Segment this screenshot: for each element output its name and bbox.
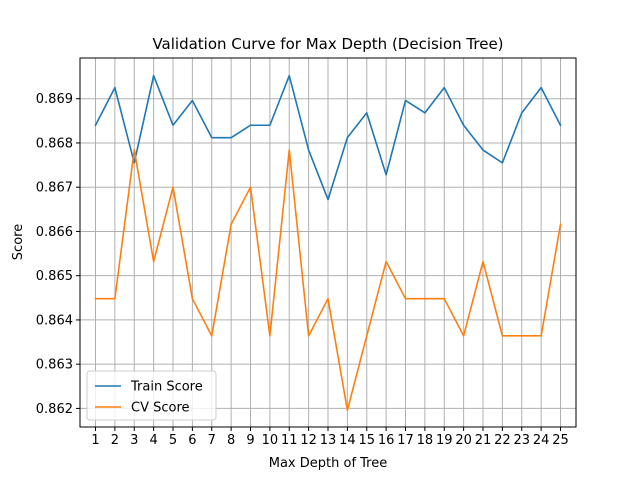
x-tick-label: 25: [552, 433, 569, 448]
y-tick-label: 0.869: [36, 92, 73, 107]
x-tick-label: 13: [320, 433, 337, 448]
x-tick-label: 21: [475, 433, 492, 448]
y-tick-label: 0.866: [36, 225, 73, 240]
chart-title: Validation Curve for Max Depth (Decision…: [152, 35, 503, 53]
y-tick-label: 0.868: [36, 136, 73, 151]
x-tick-label: 1: [91, 433, 99, 448]
x-tick-label: 9: [246, 433, 254, 448]
x-axis: 1 2 3 4 5 6 7 8 9 10 11 12 13 14 15 16 17 18 19 20 21 22 23 24 2…: [91, 427, 569, 448]
x-tick-label: 10: [262, 433, 279, 448]
y-axis-label: Score: [11, 224, 26, 260]
y-tick-label: 0.864: [36, 313, 73, 328]
grid: [80, 58, 576, 427]
series-line-train-score: [94, 74, 562, 201]
x-tick-label: 23: [513, 433, 530, 448]
x-tick-label: 19: [436, 433, 453, 448]
x-tick-label: 2: [111, 433, 119, 448]
x-tick-label: 16: [378, 433, 395, 448]
y-tick-label: 0.862: [36, 402, 73, 417]
x-tick-label: 8: [227, 433, 235, 448]
x-tick-label: 12: [300, 433, 317, 448]
x-tick-label: 20: [455, 433, 472, 448]
x-tick-label: 6: [188, 433, 196, 448]
legend-label: CV Score: [131, 401, 190, 416]
x-tick-label: 18: [417, 433, 434, 448]
x-tick-label: 15: [358, 433, 375, 448]
x-tick-label: 7: [208, 433, 216, 448]
x-tick-label: 14: [339, 433, 356, 448]
x-tick-label: 22: [494, 433, 511, 448]
x-tick-label: 17: [397, 433, 414, 448]
series-layer: [94, 74, 562, 411]
x-tick-label: 3: [130, 433, 138, 448]
series-line-cv-score: [94, 149, 562, 411]
y-tick-label: 0.867: [36, 181, 73, 196]
y-axis: 0.862 0.863 0.864 0.865 0.866 0.867 0.868 0.869: [36, 92, 80, 417]
x-tick-label: 11: [281, 433, 298, 448]
x-tick-label: 24: [533, 433, 550, 448]
x-axis-label: Max Depth of Tree: [269, 456, 388, 471]
x-tick-label: 5: [169, 433, 177, 448]
x-tick-label: 4: [149, 433, 157, 448]
legend-label: Train Score: [130, 380, 203, 395]
legend: Train Score CV Score: [86, 370, 217, 421]
y-tick-label: 0.863: [36, 358, 73, 373]
y-tick-label: 0.865: [36, 269, 73, 284]
